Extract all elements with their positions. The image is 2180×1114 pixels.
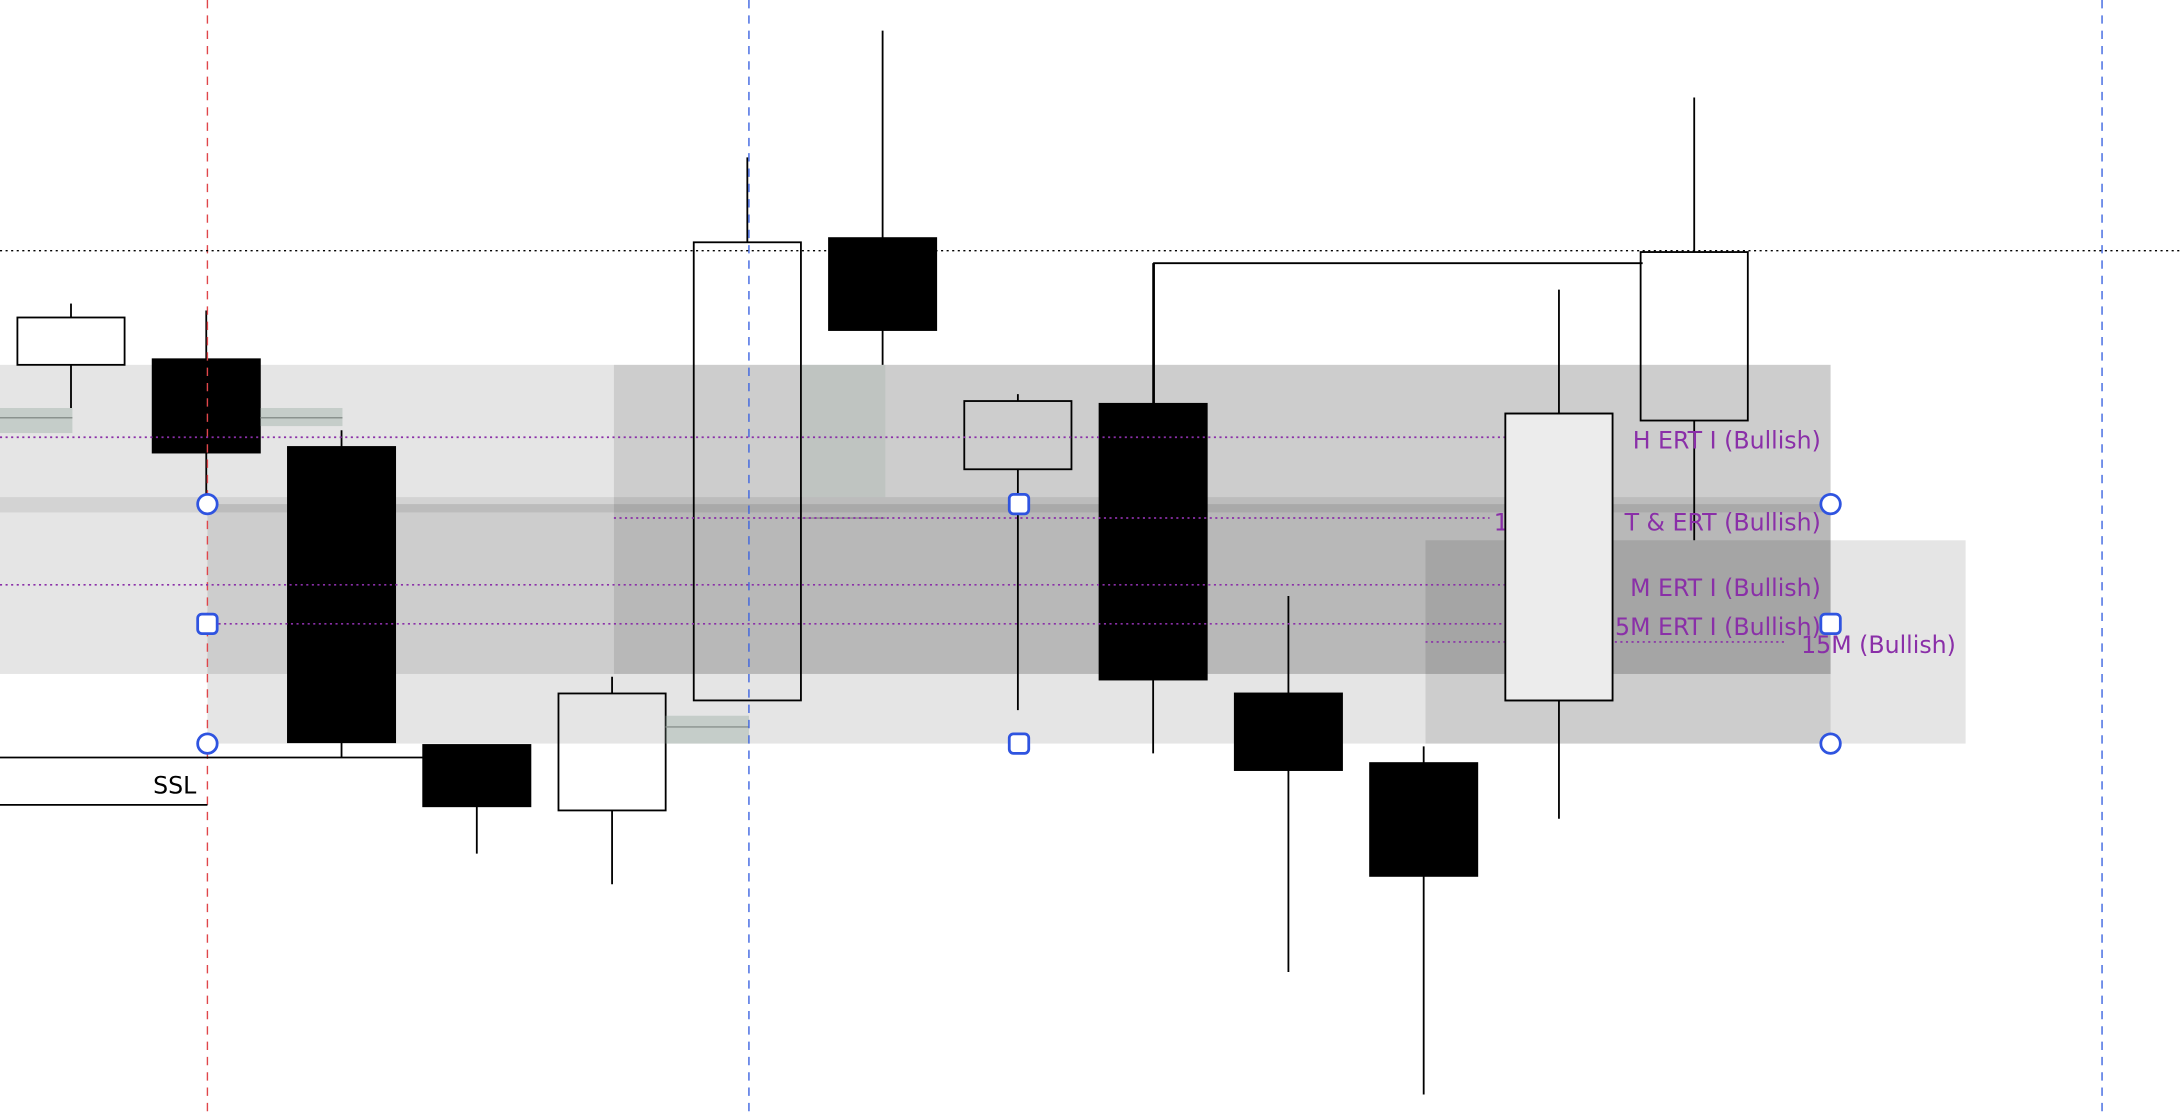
candle-bullish[interactable] bbox=[692, 241, 802, 702]
ssl-label: SSL bbox=[153, 772, 197, 800]
candle-bearish[interactable] bbox=[422, 744, 532, 808]
zones bbox=[0, 364, 1966, 744]
handle-circle[interactable] bbox=[1819, 492, 1842, 516]
gap-box bbox=[0, 408, 73, 434]
bsl-line[interactable] bbox=[1153, 262, 1643, 404]
candle-bullish[interactable] bbox=[16, 316, 126, 366]
candle-bearish[interactable] bbox=[1369, 762, 1479, 877]
candle-bearish[interactable] bbox=[1233, 692, 1343, 771]
candle-bearish[interactable] bbox=[287, 446, 397, 744]
candle-bullish-overlay bbox=[1504, 412, 1614, 702]
drawing-handles bbox=[196, 492, 1842, 755]
gap-box bbox=[665, 715, 749, 744]
handle-circle[interactable] bbox=[1819, 732, 1842, 755]
level-label: 15M ERT I (Bullish) bbox=[1600, 613, 1821, 641]
candles-overlay bbox=[1504, 412, 1614, 702]
level-label: H ERT I (Bullish) bbox=[1633, 426, 1821, 454]
handle-square[interactable] bbox=[1819, 612, 1842, 635]
handle-square[interactable] bbox=[1007, 492, 1031, 516]
handle-circle[interactable] bbox=[196, 732, 219, 755]
candle-bullish[interactable] bbox=[963, 400, 1073, 471]
handle-circle[interactable] bbox=[196, 492, 219, 516]
candle-bullish[interactable] bbox=[1639, 251, 1749, 422]
level-label: 15M (Bullish) bbox=[1801, 631, 1956, 659]
level-label: M ERT I (Bullish) bbox=[1630, 574, 1821, 602]
handle-square[interactable] bbox=[196, 612, 219, 635]
zone-upper[interactable] bbox=[613, 364, 1831, 674]
candle-bullish[interactable] bbox=[557, 692, 667, 812]
gap-box bbox=[801, 364, 886, 498]
level-label: T & ERT (Bullish) bbox=[1624, 509, 1821, 537]
handle-square[interactable] bbox=[1007, 732, 1031, 755]
candle-bearish[interactable] bbox=[828, 237, 938, 331]
candle-bearish[interactable] bbox=[1098, 402, 1208, 681]
zone-strip bbox=[0, 497, 1831, 513]
